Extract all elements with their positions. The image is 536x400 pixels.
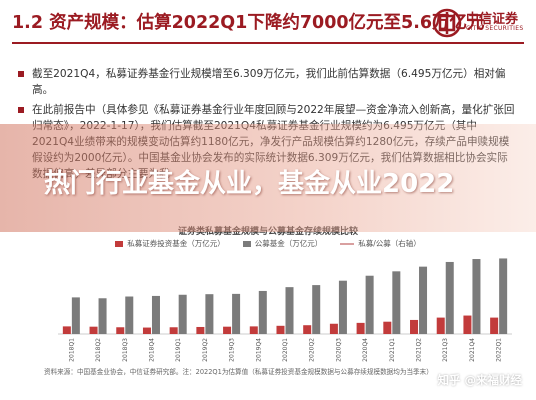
x-tick-label: 2020Q2: [309, 338, 316, 362]
bar-public-2021Q3: [445, 261, 454, 334]
slide-title: 1.2 资产规模：估算2022Q1下降约7000亿元至5.6万亿元: [12, 13, 485, 33]
bullet-marker-icon: [18, 107, 24, 113]
legend-label-public: 公募基金（万亿元）: [254, 239, 323, 248]
x-tick-label: 2021Q4: [469, 338, 476, 362]
bar-private-2020Q2: [303, 325, 312, 334]
legend-swatch-ratio: [340, 242, 355, 245]
x-tick-label: 2018Q4: [148, 338, 155, 362]
bar-private-2020Q4: [356, 322, 365, 334]
bar-private-2021Q4: [463, 315, 472, 334]
source-note: 资料来源：中国基金业协会，中信证券研究部。注：2022Q1为估算值（私募证券投资…: [44, 368, 433, 376]
legend-swatch-public: [242, 240, 251, 247]
title-rule: [12, 42, 524, 44]
x-tick-label: 2019Q2: [202, 338, 209, 362]
bar-private-2019Q1: [169, 327, 178, 334]
bar-public-2018Q3: [125, 296, 134, 334]
bar-private-2020Q1: [276, 325, 285, 334]
x-tick-label: 2021Q2: [416, 338, 423, 362]
x-tick-label: 2021Q3: [442, 338, 449, 362]
bar-chart: 2018Q1 2018Q2 2018Q3 2018Q4 2019Q1 2019Q2 2019…: [58, 258, 512, 362]
bar-public-2020Q2: [312, 285, 321, 334]
legend-item-public: 公募基金（万亿元）: [242, 238, 323, 249]
bar-private-2021Q2: [410, 319, 419, 334]
bar-public-2021Q1: [392, 271, 401, 334]
chart-title: 证券类私募基金规模与公募基金存续规模比较: [177, 227, 358, 237]
headline-overlay: [0, 124, 536, 232]
bar-public-2018Q2: [98, 298, 107, 334]
bar-public-2019Q4: [258, 290, 267, 334]
bullet-1-text: 截至2021Q4，私募证券基金行业规模增至6.309万亿元，我们此前估算数据（6…: [32, 68, 506, 96]
bar-public-2022Q1: [499, 258, 508, 334]
legend-label-private: 私募证券投资基金（万亿元）: [127, 239, 225, 248]
x-tick-label: 2020Q3: [335, 338, 342, 362]
bullet-1: 截至2021Q4，私募证券基金行业规模增至6.309万亿元，我们此前估算数据（6…: [18, 66, 518, 98]
bar-private-2019Q3: [223, 326, 232, 334]
legend-item-ratio: 私募/公募（右轴）: [340, 238, 421, 249]
overlay-headline: 热门行业基金从业，基金从业2022: [44, 169, 455, 199]
bar-public-2020Q4: [365, 275, 374, 334]
x-tick-label: 2018Q3: [122, 338, 129, 362]
bar-private-2018Q3: [116, 327, 125, 334]
x-tick-label: 2018Q2: [95, 338, 102, 362]
bar-private-2018Q1: [62, 326, 71, 334]
bar-public-2019Q3: [232, 293, 241, 334]
legend-label-ratio: 私募/公募（右轴）: [358, 239, 421, 248]
bar-public-2020Q3: [338, 280, 347, 334]
bar-public-2018Q1: [71, 297, 80, 334]
bar-public-2021Q2: [419, 266, 428, 334]
x-tick-label: 2020Q1: [282, 338, 289, 362]
bar-private-2020Q3: [329, 323, 338, 334]
chart-legend: 私募证券投资基金（万亿元） 公募基金（万亿元） 私募/公募（右轴）: [0, 238, 536, 249]
bar-private-2019Q2: [196, 326, 205, 334]
bar-private-2021Q1: [383, 321, 392, 334]
bar-private-2018Q2: [89, 326, 98, 334]
x-tick-label: 2020Q4: [362, 338, 369, 362]
bar-private-2018Q4: [142, 327, 151, 334]
x-tick-label: 2019Q3: [229, 338, 236, 362]
x-tick-label: 2022Q1: [496, 338, 503, 362]
watermark: 知乎 @来福财经: [437, 373, 522, 387]
bar-public-2019Q1: [178, 294, 187, 334]
x-tick-label: 2021Q1: [389, 338, 396, 362]
x-tick-label: 2019Q1: [175, 338, 182, 362]
logo-subtext: CITIC SECURITIES: [466, 25, 524, 32]
bar-private-2022Q1: [490, 317, 499, 334]
bar-private-2019Q4: [249, 326, 258, 334]
bar-public-2020Q1: [285, 287, 294, 334]
x-tick-label: 2018Q1: [68, 338, 75, 362]
bar-public-2019Q2: [205, 294, 214, 334]
bar-public-2018Q4: [151, 295, 160, 334]
logo: 中信证券 CITIC SECURITIES: [432, 6, 528, 40]
bullet-marker-icon: [18, 71, 24, 77]
legend-swatch-private: [115, 240, 124, 247]
citic-logo-icon: [432, 8, 462, 38]
logo-name: 中信证券: [466, 12, 519, 27]
legend-item-private: 私募证券投资基金（万亿元）: [115, 238, 225, 249]
bar-public-2021Q4: [472, 259, 481, 334]
x-tick-label: 2019Q4: [255, 338, 262, 362]
bar-private-2021Q3: [436, 317, 445, 334]
